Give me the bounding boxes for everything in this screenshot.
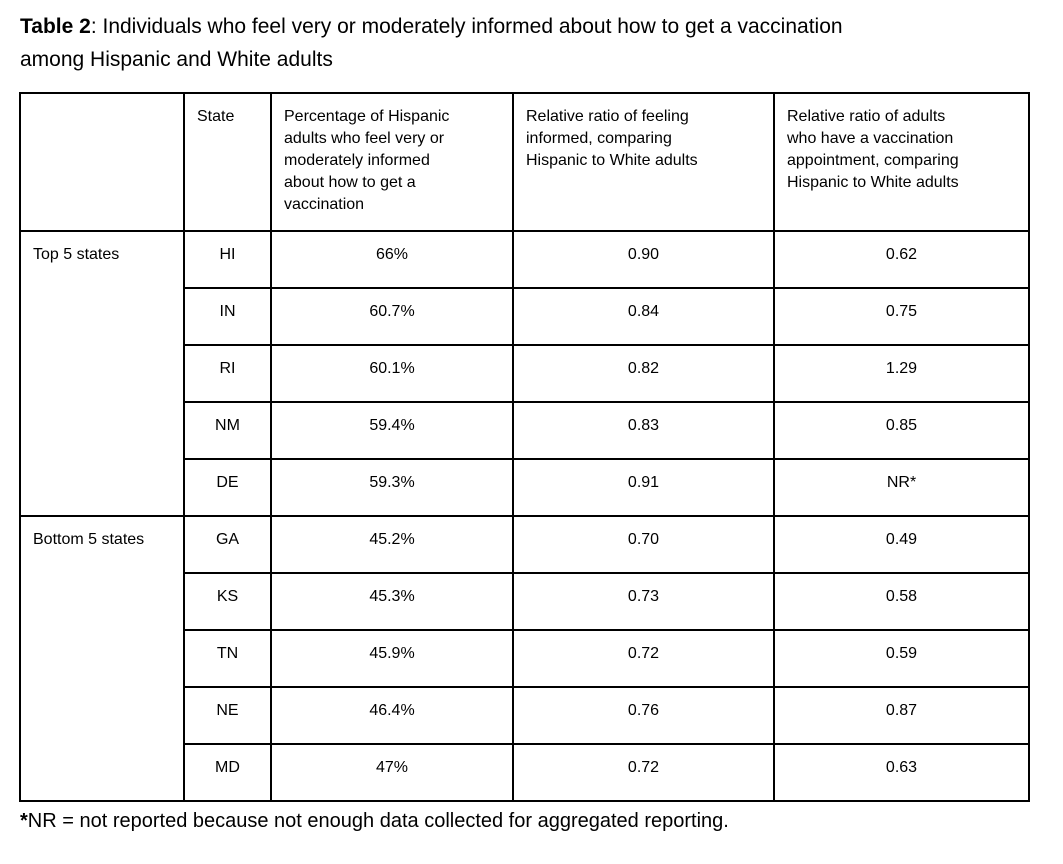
state-cell: RI — [183, 344, 272, 403]
percentage-cell: 45.9% — [270, 629, 514, 688]
table-row-ri: RI 60.1% 0.82 1.29 — [20, 344, 1030, 403]
ratio-appointment-cell: 0.49 — [773, 515, 1030, 574]
ratio-informed-cell: 0.72 — [512, 629, 775, 688]
data-table: State Percentage of Hispanic adults who … — [19, 92, 1030, 802]
group-label-bottom-5-states: Bottom 5 states — [19, 515, 185, 802]
state-cell: NM — [183, 401, 272, 460]
state-cell: MD — [183, 743, 272, 802]
table-title: Table 2: Individuals who feel very or mo… — [20, 10, 1043, 76]
group-label-top-5-states: Top 5 states — [19, 230, 185, 517]
percentage-cell: 45.3% — [270, 572, 514, 631]
ratio-appointment-cell: 0.58 — [773, 572, 1030, 631]
ratio-appointment-cell: 0.59 — [773, 629, 1030, 688]
table-title-label: Table 2 — [20, 15, 91, 38]
table-row-ga: Bottom 5 states GA 45.2% 0.70 0.49 — [19, 515, 1030, 802]
ratio-appointment-cell: 0.62 — [773, 230, 1030, 289]
percentage-cell: 59.3% — [270, 458, 514, 517]
table-row-md: MD 47% 0.72 0.63 — [20, 743, 1030, 802]
ratio-informed-cell: 0.70 — [512, 515, 775, 574]
table-row-hi: Top 5 states HI 66% 0.90 0.62 — [19, 230, 1030, 517]
table-row-ks: KS 45.3% 0.73 0.58 — [20, 572, 1030, 631]
ratio-informed-cell: 0.72 — [512, 743, 775, 802]
ratio-appointment-cell: 1.29 — [773, 344, 1030, 403]
ratio-appointment-cell: 0.85 — [773, 401, 1030, 460]
percentage-cell: 45.2% — [270, 515, 514, 574]
table-row-ne: NE 46.4% 0.76 0.87 — [20, 686, 1030, 745]
percentage-cell: 60.1% — [270, 344, 514, 403]
state-cell: NE — [183, 686, 272, 745]
table-row-de: DE 59.3% 0.91 NR* — [20, 458, 1030, 517]
header-empty-cell — [19, 92, 185, 232]
percentage-cell: 60.7% — [270, 287, 514, 346]
percentage-cell: 59.4% — [270, 401, 514, 460]
ratio-informed-cell: 0.91 — [512, 458, 775, 517]
table-row-in: IN 60.7% 0.84 0.75 — [20, 287, 1030, 346]
state-cell: DE — [183, 458, 272, 517]
ratio-informed-cell: 0.73 — [512, 572, 775, 631]
ratio-informed-cell: 0.76 — [512, 686, 775, 745]
table-header-row: State Percentage of Hispanic adults who … — [19, 92, 1030, 232]
ratio-appointment-cell: 0.75 — [773, 287, 1030, 346]
ratio-informed-cell: 0.82 — [512, 344, 775, 403]
header-state-label: State — [197, 108, 235, 125]
ratio-appointment-cell: NR* — [773, 458, 1030, 517]
table-title-line1-rest: : Individuals who feel very or moderatel… — [90, 15, 843, 38]
header-ratio-informed: Relative ratio of feeling informed, comp… — [512, 92, 775, 232]
header-ratio-appointment: Relative ratio of adults who have a vacc… — [773, 92, 1030, 232]
percentage-cell: 66% — [270, 230, 514, 289]
ratio-appointment-cell: 0.63 — [773, 743, 1030, 802]
header-state: State — [183, 92, 272, 232]
ratio-informed-cell: 0.90 — [512, 230, 775, 289]
state-cell: GA — [183, 515, 272, 574]
footnote-marker: * — [20, 810, 28, 832]
state-cell: HI — [183, 230, 272, 289]
header-percentage-informed: Percentage of Hispanic adults who feel v… — [270, 92, 514, 232]
table-row-nm: NM 59.4% 0.83 0.85 — [20, 401, 1030, 460]
footnote-text: NR = not reported because not enough dat… — [27, 810, 729, 832]
state-cell: IN — [183, 287, 272, 346]
header-ratio-informed-label: Relative ratio of feeling informed, comp… — [526, 108, 698, 169]
table-title-line1: Table 2: Individuals who feel very or mo… — [20, 10, 1043, 43]
header-ratio-appointment-label: Relative ratio of adults who have a vacc… — [787, 108, 959, 191]
state-cell: TN — [183, 629, 272, 688]
state-cell: KS — [183, 572, 272, 631]
percentage-cell: 46.4% — [270, 686, 514, 745]
header-percentage-informed-label: Percentage of Hispanic adults who feel v… — [284, 108, 450, 213]
table-title-line2: among Hispanic and White adults — [20, 48, 333, 71]
ratio-informed-cell: 0.83 — [512, 401, 775, 460]
footnote: *NR = not reported because not enough da… — [20, 808, 1043, 834]
percentage-cell: 47% — [270, 743, 514, 802]
ratio-informed-cell: 0.84 — [512, 287, 775, 346]
ratio-appointment-cell: 0.87 — [773, 686, 1030, 745]
table-row-tn: TN 45.9% 0.72 0.59 — [20, 629, 1030, 688]
